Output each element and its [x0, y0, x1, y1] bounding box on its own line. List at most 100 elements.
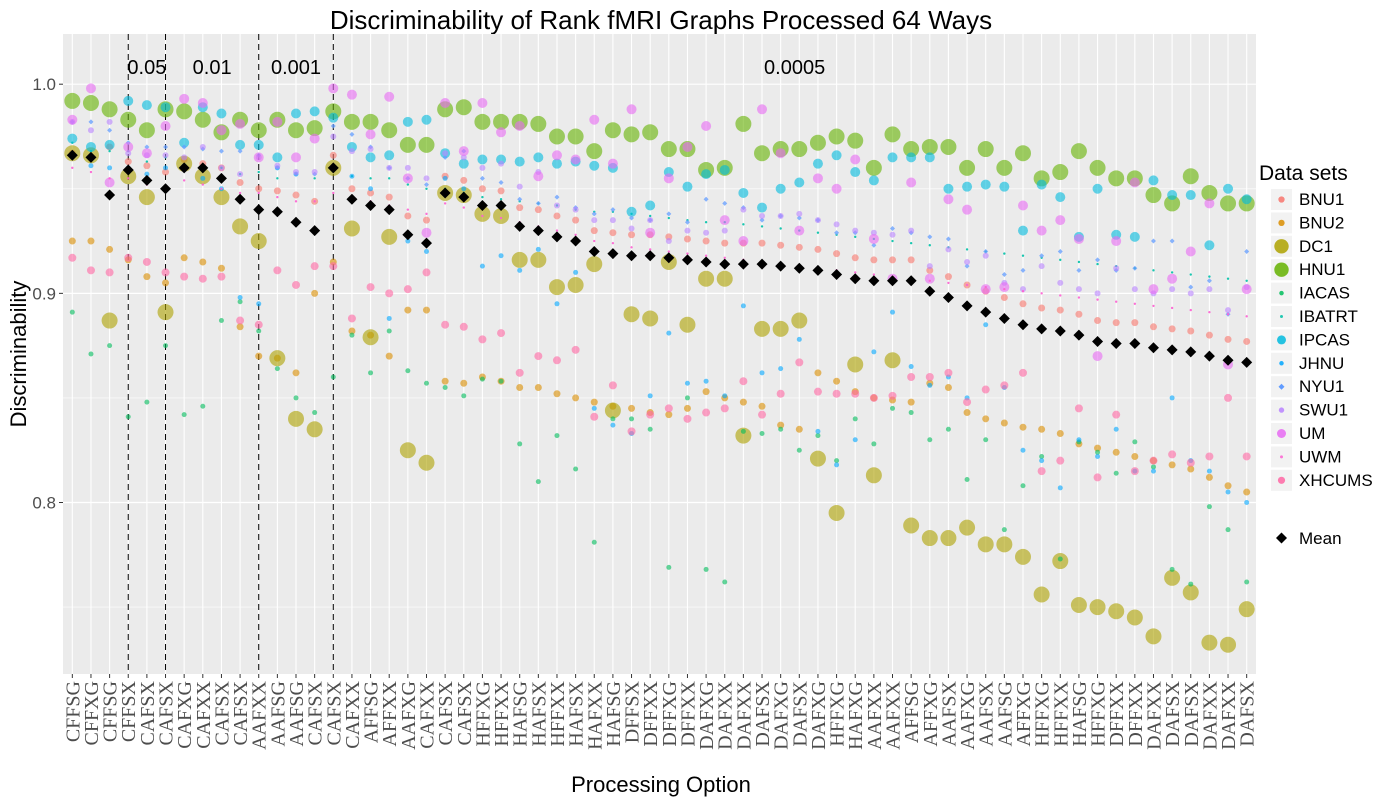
- point-um: [1073, 233, 1084, 244]
- point-um: [645, 227, 656, 238]
- point-dc1: [474, 205, 491, 222]
- legend-item-ibatrt: IBATRT: [1271, 306, 1358, 327]
- point-xhcums: [702, 408, 711, 417]
- point-dc1: [679, 316, 696, 333]
- point-um: [533, 171, 544, 182]
- x-tick-label: AAFXX: [883, 680, 905, 749]
- point-iacas: [983, 437, 989, 443]
- point-iacas: [69, 309, 75, 315]
- point-dc1: [493, 207, 510, 224]
- point-nyu1: [666, 211, 672, 217]
- legend-swatch: [1277, 476, 1286, 484]
- point-iacas: [256, 328, 262, 334]
- point-uwm: [499, 216, 503, 220]
- point-bnu1: [273, 187, 281, 195]
- point-swu1: [759, 212, 766, 219]
- point-nyu1: [890, 226, 896, 232]
- point-ibatrt: [816, 231, 820, 234]
- point-um: [868, 233, 879, 244]
- mean-points: [66, 149, 1253, 368]
- point-hnu1: [1089, 159, 1106, 176]
- mean-point: [532, 225, 544, 237]
- point-nyu1: [163, 144, 169, 150]
- point-bnu1: [422, 216, 430, 224]
- legend-label: Mean: [1299, 529, 1342, 548]
- x-tick-label: DAFXG: [696, 681, 718, 750]
- point-hnu1: [809, 134, 826, 151]
- data-points: [64, 83, 1255, 653]
- point-iacas: [200, 403, 206, 409]
- point-jhnu: [1206, 468, 1212, 474]
- point-iacas: [890, 405, 896, 411]
- x-tick-label: AFFXG: [1013, 681, 1035, 747]
- point-dc1: [959, 519, 976, 536]
- point-jhnu: [107, 165, 113, 171]
- mean-point: [849, 273, 861, 285]
- point-hnu1: [306, 120, 323, 137]
- point-um: [663, 173, 674, 184]
- point-bnu2: [814, 369, 822, 377]
- point-xhcums: [1130, 467, 1139, 476]
- point-xhcums: [180, 272, 189, 281]
- legend-label: XHCUMS: [1299, 471, 1373, 490]
- point-iacas: [815, 433, 821, 439]
- point-jhnu: [927, 382, 933, 388]
- point-uwm: [1077, 296, 1081, 299]
- point-ipcas: [1185, 190, 1196, 201]
- point-xhcums: [1205, 452, 1214, 461]
- x-tick-label: DAFXX: [733, 680, 755, 749]
- point-bnu2: [982, 415, 990, 423]
- point-ibatrt: [1021, 254, 1025, 257]
- point-swu1: [1206, 286, 1213, 293]
- mean-point: [812, 264, 824, 276]
- point-nyu1: [442, 154, 448, 160]
- point-uwm: [1170, 306, 1174, 310]
- point-um: [197, 98, 208, 109]
- point-ipcas: [141, 100, 152, 111]
- point-hnu1: [1014, 145, 1031, 162]
- point-xhcums: [198, 274, 207, 283]
- point-xhcums: [1037, 467, 1046, 476]
- point-ipcas: [682, 181, 693, 192]
- point-ipcas: [477, 154, 488, 165]
- point-uwm: [313, 200, 316, 203]
- point-swu1: [833, 221, 840, 228]
- point-iacas: [163, 343, 169, 349]
- point-nyu1: [1206, 278, 1212, 284]
- point-bnu2: [683, 404, 691, 412]
- point-iacas: [964, 476, 970, 482]
- point-jhnu: [498, 253, 504, 259]
- x-tick-label: HAFSG: [1069, 681, 1091, 747]
- point-jhnu: [461, 186, 467, 192]
- point-bnu1: [1094, 317, 1102, 325]
- mean-point: [1092, 335, 1104, 347]
- point-bnu1: [777, 241, 785, 249]
- point-bnu1: [1131, 319, 1139, 327]
- point-dc1: [399, 442, 416, 459]
- point-um: [1185, 246, 1196, 257]
- point-uwm: [276, 195, 279, 199]
- point-iacas: [423, 380, 429, 386]
- mean-point: [737, 258, 749, 270]
- point-um: [402, 173, 413, 184]
- legend-swatch: [1278, 407, 1285, 413]
- point-ipcas: [1167, 190, 1178, 201]
- point-uwm: [1114, 300, 1118, 303]
- point-iacas: [1206, 504, 1212, 510]
- point-iacas: [759, 430, 765, 436]
- point-bnu2: [348, 327, 356, 335]
- point-ibatrt: [1170, 271, 1174, 274]
- x-tick-label: CAFSX: [323, 680, 345, 745]
- point-iacas: [535, 479, 541, 485]
- mean-point: [66, 149, 78, 161]
- point-swu1: [1057, 279, 1064, 286]
- point-bnu1: [1019, 300, 1027, 308]
- point-swu1: [479, 164, 486, 171]
- point-iacas: [722, 579, 728, 585]
- point-um: [906, 177, 917, 188]
- point-nyu1: [1150, 238, 1156, 244]
- point-xhcums: [571, 345, 580, 354]
- point-um: [291, 152, 302, 163]
- x-tick-label: HAFXG: [845, 681, 867, 750]
- point-bnu1: [385, 193, 393, 201]
